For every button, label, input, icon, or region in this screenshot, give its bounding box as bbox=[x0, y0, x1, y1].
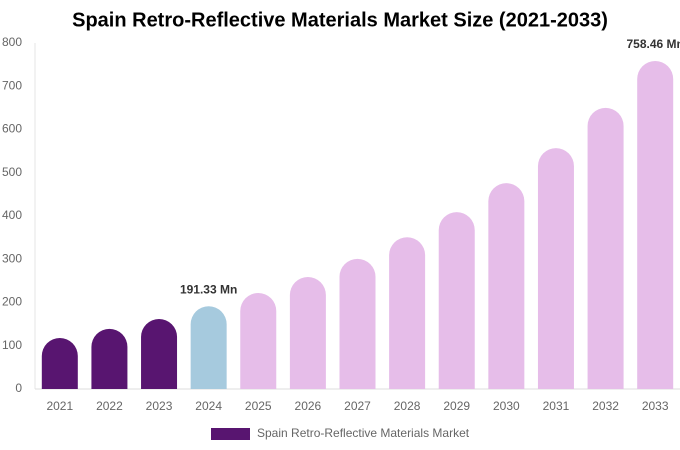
x-tick-label: 2023 bbox=[146, 399, 173, 413]
x-tick-label: 2025 bbox=[245, 399, 272, 413]
y-tick-label: 600 bbox=[2, 122, 22, 136]
legend-label: Spain Retro-Reflective Materials Market bbox=[257, 426, 470, 440]
y-tick-label: 800 bbox=[2, 35, 22, 49]
x-tick-label: 2033 bbox=[642, 399, 669, 413]
y-tick-label: 500 bbox=[2, 165, 22, 179]
x-tick-label: 2028 bbox=[394, 399, 421, 413]
bar bbox=[240, 292, 277, 389]
bar bbox=[537, 148, 574, 389]
bar bbox=[91, 328, 128, 389]
bar bbox=[190, 306, 227, 389]
bar bbox=[339, 258, 376, 389]
y-tick-label: 100 bbox=[2, 338, 22, 352]
x-tick-label: 2029 bbox=[443, 399, 470, 413]
y-tick-label: 400 bbox=[2, 208, 22, 222]
chart-title: Spain Retro-Reflective Materials Market … bbox=[72, 9, 608, 31]
bar bbox=[637, 60, 674, 389]
bar bbox=[587, 107, 624, 390]
x-tick-label: 2022 bbox=[96, 399, 123, 413]
value-label: 758.46 Mn bbox=[627, 37, 680, 51]
y-tick-label: 300 bbox=[2, 251, 22, 265]
bar bbox=[141, 318, 178, 389]
legend-swatch bbox=[211, 428, 250, 440]
y-tick-label: 700 bbox=[2, 78, 22, 92]
bar bbox=[488, 183, 525, 389]
x-tick-label: 2031 bbox=[543, 399, 570, 413]
bar bbox=[389, 237, 426, 389]
bar bbox=[41, 337, 78, 389]
value-label: 191.33 Mn bbox=[180, 282, 237, 296]
x-tick-label: 2026 bbox=[295, 399, 322, 413]
x-tick-label: 2032 bbox=[592, 399, 619, 413]
bar bbox=[289, 276, 326, 389]
x-tick-label: 2027 bbox=[344, 399, 371, 413]
bar bbox=[438, 212, 475, 389]
x-tick-label: 2024 bbox=[195, 399, 222, 413]
x-tick-label: 2030 bbox=[493, 399, 520, 413]
y-tick-label: 200 bbox=[2, 295, 22, 309]
x-tick-label: 2021 bbox=[46, 399, 73, 413]
y-tick-label: 0 bbox=[15, 381, 22, 395]
